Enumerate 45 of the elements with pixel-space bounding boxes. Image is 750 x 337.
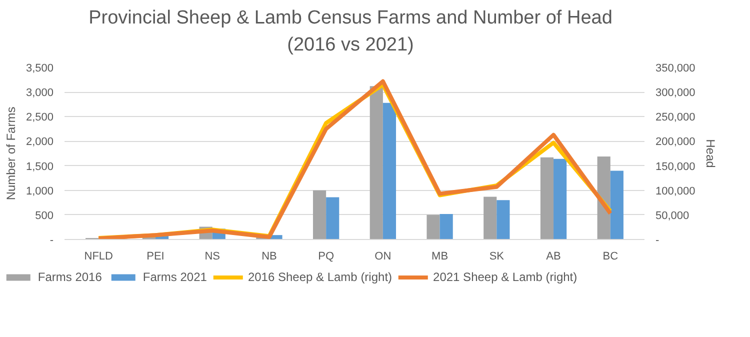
legend-label: Farms 2021 — [142, 270, 207, 284]
y-tick-label: 2,500 — [26, 112, 54, 124]
bar — [440, 214, 453, 240]
bar — [484, 196, 497, 240]
legend-label: Farms 2016 — [38, 270, 102, 284]
y-tick-label: 1,000 — [26, 185, 54, 198]
bar — [554, 158, 567, 240]
y2-tick-label: 150,000 — [656, 160, 696, 173]
x-tick-label: PQ — [318, 250, 334, 262]
x-tick-label: NB — [262, 250, 277, 262]
x-tick-label: NFLD — [84, 250, 114, 262]
bar — [597, 156, 610, 240]
bar — [326, 197, 340, 240]
legend-label: 2021 Sheep & Lamb (right) — [433, 270, 578, 284]
x-tick-label: BC — [602, 250, 618, 262]
legend-label: 2016 Sheep & Lamb (right) — [248, 270, 392, 284]
y-tick-label: - — [50, 234, 54, 246]
x-tick-label: MB — [432, 250, 448, 262]
y2-tick-label: 100,000 — [656, 185, 696, 198]
bar — [496, 200, 510, 240]
bar — [426, 214, 440, 240]
y2-tick-label: 250,000 — [656, 112, 696, 124]
y-tick-label: 3,500 — [26, 62, 54, 74]
y2-axis-title: Head — [703, 139, 718, 168]
y-tick-label: 500 — [35, 210, 54, 222]
y-tick-label: 1,500 — [26, 160, 54, 173]
x-tick-label: ON — [374, 250, 392, 262]
y2-tick-label: 200,000 — [656, 136, 696, 148]
bar — [540, 157, 554, 240]
y-axis-title: Number of Farms — [4, 106, 18, 200]
x-tick-label: PEI — [146, 250, 164, 262]
chart-title: Provincial Sheep & Lamb Census Farms and Number of Head (2016 vs 2021) — [88, 7, 612, 56]
y2-tick-label: 300,000 — [656, 87, 696, 100]
bar — [382, 102, 396, 240]
y2-tick-label: 50,000 — [656, 210, 690, 222]
y2-tick-label: 350,000 — [656, 62, 696, 74]
x-tick-label: AB — [546, 250, 561, 262]
x-tick-label: SK — [489, 250, 505, 262]
y-tick-label: 2,000 — [26, 136, 54, 148]
bar — [610, 170, 624, 240]
bar — [370, 86, 383, 240]
bar — [312, 190, 326, 240]
x-tick-label: NS — [204, 250, 220, 262]
y2-tick-label: - — [656, 234, 660, 246]
y-tick-label: 3,000 — [26, 87, 54, 100]
